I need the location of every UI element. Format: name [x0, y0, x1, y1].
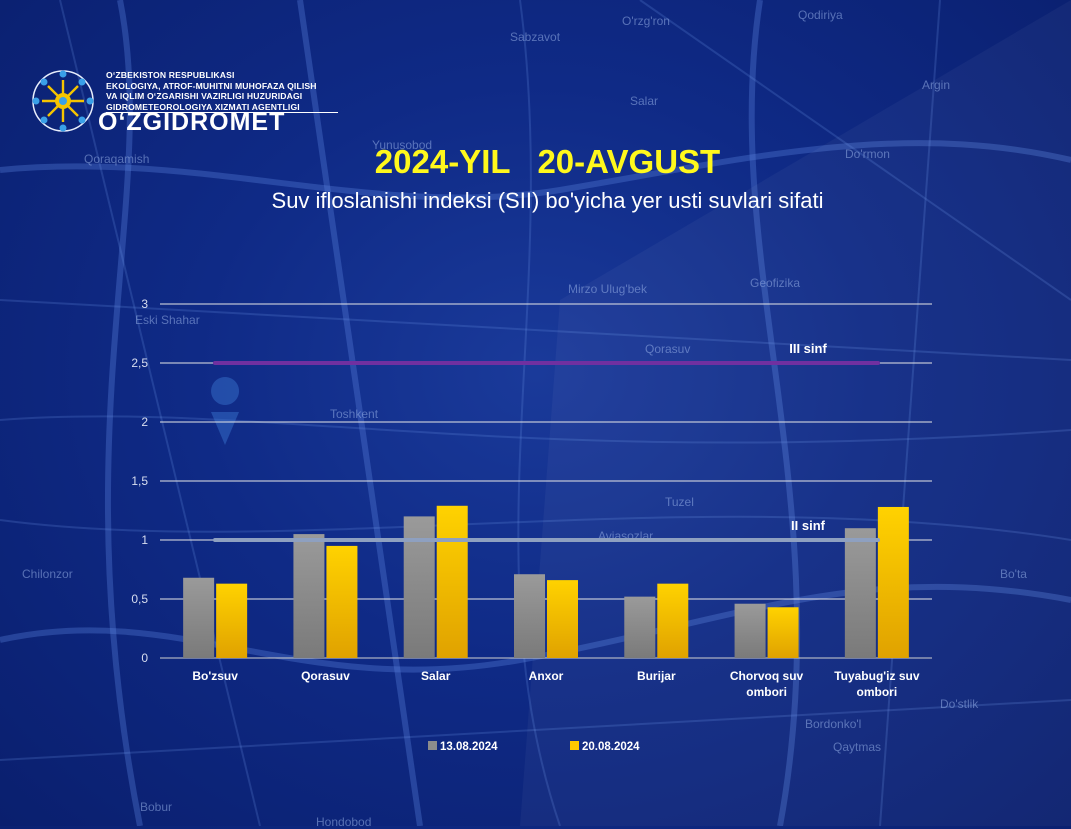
y-tick-label: 2	[141, 415, 148, 429]
bar	[436, 505, 468, 658]
agency-logo: O‘ZBEKISTON RESPUBLIKASI EKOLOGIYA, ATRO…	[30, 68, 350, 138]
x-tick-label: Anxor	[529, 669, 564, 683]
map-label: Qaytmas	[833, 740, 882, 754]
map-label: Qoraqamish	[84, 152, 150, 166]
map-label: Qodiriya	[798, 8, 843, 22]
bar	[767, 607, 799, 658]
x-tick-label: ombori	[857, 685, 898, 699]
bar	[844, 528, 876, 658]
logo-line-2: EKOLOGIYA, ATROF-MUHITNI MUHOFAZA QILISH	[106, 80, 317, 91]
x-tick-label: Chorvoq suv	[730, 669, 804, 683]
reference-line-label: II sinf	[791, 518, 826, 533]
y-tick-label: 3	[141, 297, 148, 311]
x-tick-label: Tuyabug'iz suv	[834, 669, 920, 683]
map-label: Eski Shahar	[135, 313, 200, 327]
bar	[293, 534, 325, 658]
y-tick-label: 0,5	[131, 592, 148, 606]
map-label: O'rzg'ron	[622, 14, 670, 28]
x-tick-label: Burijar	[637, 669, 676, 683]
legend-swatch	[428, 741, 437, 750]
logo-brand: O‘ZGIDROMET	[98, 108, 286, 136]
map-label: Do'rmon	[845, 147, 890, 161]
map-label: Salar	[630, 94, 659, 108]
map-label: Tuzel	[665, 495, 694, 509]
bar	[183, 577, 215, 658]
reference-line-label: III sinf	[789, 341, 827, 356]
bar	[216, 583, 248, 658]
bar	[624, 596, 656, 658]
map-label: Sabzavot	[510, 30, 561, 44]
snowflake-sun-emblem-icon	[32, 70, 94, 132]
y-tick-label: 1	[141, 533, 148, 547]
legend-label: 20.08.2024	[582, 741, 640, 753]
logo-agency-name: O‘ZBEKISTON RESPUBLIKASI EKOLOGIYA, ATRO…	[106, 70, 317, 112]
map-label: Bo'ta	[1000, 567, 1027, 581]
x-tick-label: Qorasuv	[301, 669, 350, 683]
x-tick-label: ombori	[746, 685, 787, 699]
y-tick-label: 1,5	[131, 474, 148, 488]
y-tick-label: 0	[141, 651, 148, 665]
legend-label: 13.08.2024	[440, 741, 498, 753]
bar	[547, 580, 578, 658]
bar	[326, 545, 358, 658]
map-label: Chilonzor	[22, 567, 73, 581]
logo-divider	[106, 112, 338, 113]
bar	[734, 603, 766, 658]
logo-line-4: GIDROMETEOROLOGIYA XIZMATI AGENTLIGI	[106, 101, 300, 112]
map-label: Bobur	[140, 800, 173, 814]
chart-title: Suv ifloslanishi indeksi (SII) bo'yicha …	[271, 188, 824, 213]
map-label: Yunusobod	[372, 138, 433, 152]
y-tick-label: 2,5	[131, 356, 148, 370]
map-label: Do'stlik	[940, 697, 979, 711]
bar	[403, 516, 435, 658]
map-label: Bordonko'l	[805, 717, 862, 731]
bar	[877, 506, 909, 658]
map-label: Mirzo Ulug'bek	[568, 282, 647, 296]
map-label: Geofizika	[750, 276, 801, 290]
logo-line-1: O‘ZBEKISTON RESPUBLIKASI	[106, 70, 235, 80]
x-tick-label: Salar	[421, 669, 451, 683]
map-label: Argin	[922, 78, 951, 92]
page-title: 2024-YIL 20-AVGUST	[374, 143, 721, 180]
logo-line-3: VA IQLIM O‘ZGARISHI VAZIRLIGI HUZURIDAGI	[106, 91, 303, 101]
legend-swatch	[570, 741, 579, 750]
bar	[514, 574, 545, 658]
map-label: Toshkent	[330, 407, 379, 421]
bar	[657, 583, 689, 658]
x-tick-label: Bo'zsuv	[192, 669, 238, 683]
map-label: Qorasuv	[645, 342, 691, 356]
